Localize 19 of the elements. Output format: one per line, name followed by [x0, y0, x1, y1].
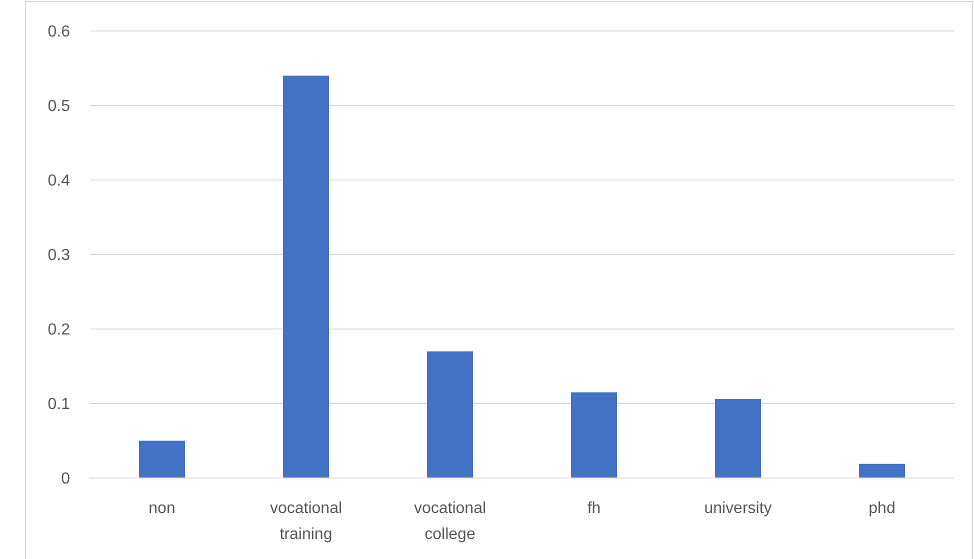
x-tick-label: non: [148, 500, 176, 517]
y-tick-label: 0: [61, 470, 70, 488]
y-tick-label: 0.1: [48, 396, 70, 414]
y-tick-label: 0.3: [48, 247, 70, 264]
y-tick-label: 0.6: [48, 24, 70, 41]
bar: [858, 464, 906, 478]
bar: [426, 351, 474, 478]
y-tick-label: 0.5: [48, 98, 70, 116]
bar: [282, 76, 330, 478]
y-tick-label: 0.2: [48, 322, 70, 339]
bar: [714, 399, 762, 478]
y-tick-label: 0.4: [48, 172, 70, 190]
x-tick-label: vocational training: [270, 500, 342, 543]
x-tick-label: fh: [587, 500, 601, 517]
x-tick-label: university: [704, 500, 772, 517]
bar: [138, 440, 186, 478]
x-tick-label: phd: [868, 500, 896, 517]
bar: [570, 392, 618, 478]
x-tick-label: vocational college: [414, 500, 486, 543]
